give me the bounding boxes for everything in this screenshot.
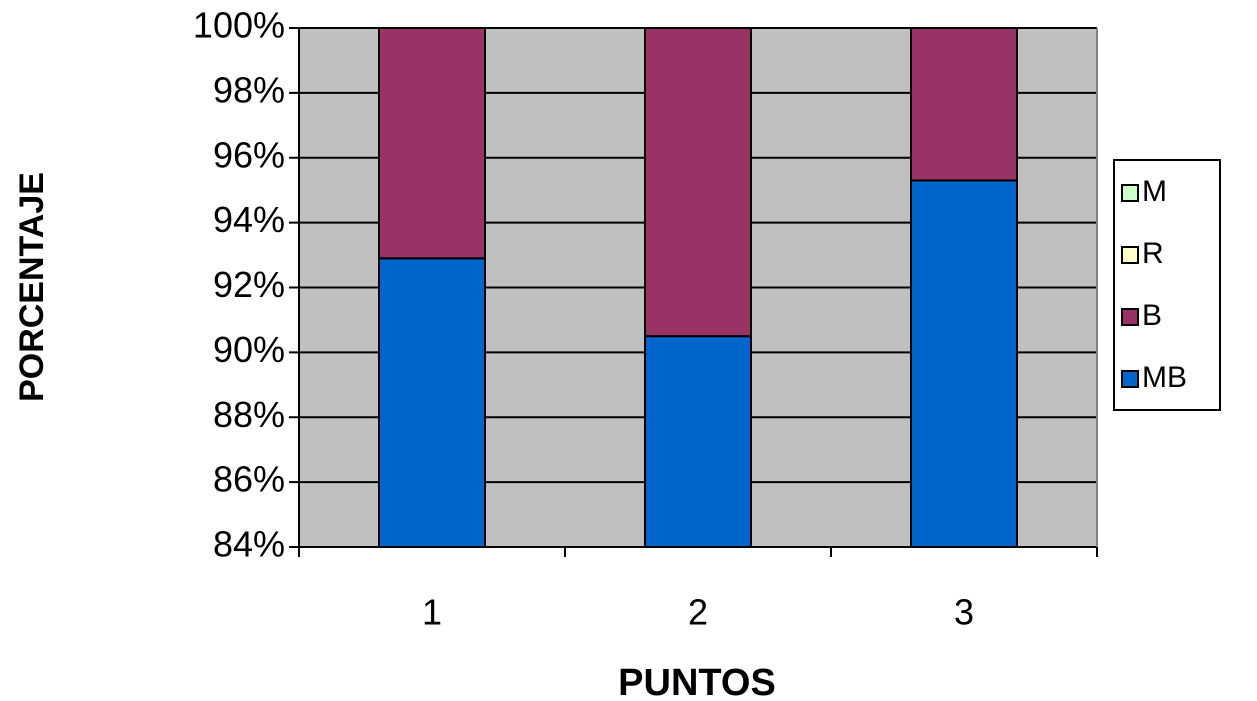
- bar-segment: [644, 335, 752, 548]
- x-tick-label: 1: [422, 592, 442, 633]
- x-tick-label: 2: [688, 592, 708, 633]
- legend-label: M: [1142, 175, 1167, 208]
- y-tick-label: 92%: [213, 264, 285, 305]
- bar-segment: [378, 27, 486, 260]
- y-tick-label: 96%: [213, 134, 285, 175]
- bar-segment: [378, 257, 486, 548]
- legend-label: B: [1142, 299, 1162, 332]
- legend-swatch: [1121, 184, 1139, 202]
- y-tick-label: 98%: [213, 69, 285, 110]
- legend-swatch: [1121, 246, 1139, 264]
- y-tick-label: 84%: [213, 524, 285, 565]
- y-tick-label: 94%: [213, 199, 285, 240]
- legend-swatch: [1121, 370, 1139, 388]
- x-axis-label: PUNTOS: [618, 662, 776, 701]
- y-tick-label: 90%: [213, 329, 285, 370]
- bar-segment: [910, 27, 1018, 182]
- legend-label: R: [1142, 237, 1164, 270]
- x-tick-label: 3: [954, 592, 974, 633]
- y-tick-label: 88%: [213, 394, 285, 435]
- y-tick-label: 100%: [193, 5, 285, 46]
- y-axis-label: PORCENTAJE: [13, 172, 51, 402]
- y-tick-label: 86%: [213, 459, 285, 500]
- bar-segment: [910, 179, 1018, 549]
- legend-label: MB: [1142, 361, 1187, 394]
- bar-segment: [644, 27, 752, 338]
- legend-swatch: [1121, 308, 1139, 326]
